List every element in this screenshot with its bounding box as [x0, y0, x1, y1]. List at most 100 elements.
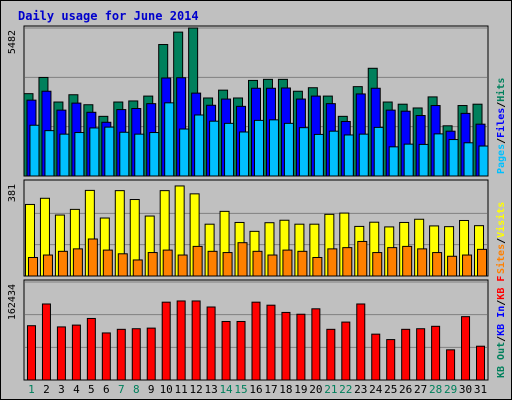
- bar-pages-day-28: [433, 133, 444, 177]
- x-tick-label-day-26: 26: [399, 383, 412, 396]
- x-tick-label-day-14: 14: [219, 383, 233, 396]
- legend-item--: /: [496, 238, 507, 244]
- bar-pages-day-11: [179, 128, 190, 177]
- bar-pages-day-12: [194, 114, 205, 177]
- bar-sites-day-30: [462, 254, 473, 277]
- bar-sites-day-1: [27, 256, 38, 277]
- bar-kb-f-day-29: [446, 349, 456, 381]
- x-tick-label-day-6: 6: [103, 383, 110, 396]
- x-tick-label-day-22: 22: [339, 383, 352, 396]
- bar-kb-f-day-8: [131, 328, 141, 381]
- bar-sites-day-26: [402, 245, 413, 277]
- bar-kb-f-day-23: [356, 303, 366, 381]
- x-tick-label-day-8: 8: [133, 383, 140, 396]
- bar-pages-day-5: [89, 127, 100, 177]
- bar-kb-f-day-17: [266, 304, 276, 381]
- bar-sites-day-16: [252, 250, 263, 277]
- x-tick-label-day-20: 20: [309, 383, 322, 396]
- bar-kb-f-day-31: [476, 345, 486, 381]
- bar-kb-f-day-24: [371, 333, 381, 381]
- bar-pages-day-27: [418, 143, 429, 177]
- x-tick-label-day-28: 28: [429, 383, 442, 396]
- bar-pages-day-20: [313, 133, 324, 177]
- bar-sites-day-21: [327, 248, 338, 277]
- bar-pages-day-14: [224, 122, 235, 177]
- bar-sites-day-27: [417, 248, 428, 277]
- x-tick-label-day-31: 31: [474, 383, 487, 396]
- bar-kb-f-day-26: [401, 328, 411, 381]
- bar-sites-day-15: [237, 242, 248, 277]
- x-tick-label-day-18: 18: [279, 383, 292, 396]
- bar-pages-day-2: [44, 130, 55, 177]
- bar-pages-day-8: [134, 133, 145, 177]
- bar-kb-f-day-20: [311, 308, 321, 381]
- legend-item--: /: [496, 138, 507, 144]
- x-tick-label-day-24: 24: [369, 383, 383, 396]
- panel-visits-sites-max-label: 381: [7, 184, 18, 202]
- bar-kb-f-day-14: [221, 320, 231, 381]
- bar-sites-day-20: [312, 256, 323, 277]
- bar-pages-day-16: [254, 119, 264, 177]
- bar-sites-day-8: [132, 259, 143, 277]
- bar-pages-day-3: [59, 133, 70, 177]
- bar-sites-day-23: [357, 240, 368, 277]
- legend-item-visits: Visits: [495, 202, 507, 238]
- x-tick-label-day-1: 1: [28, 383, 35, 396]
- bar-pages-day-19: [298, 127, 309, 177]
- bar-pages-day-29: [448, 139, 459, 177]
- bar-pages-day-18: [283, 122, 294, 177]
- bar-pages-day-25: [388, 146, 399, 177]
- bar-pages-day-7: [119, 131, 130, 177]
- bar-sites-day-25: [387, 247, 398, 277]
- bar-sites-day-7: [117, 253, 128, 277]
- bar-kb-f-day-2: [41, 303, 51, 381]
- bar-kb-f-day-25: [386, 339, 396, 381]
- legend-item-pages: Pages: [496, 144, 507, 174]
- bar-pages-day-17: [268, 119, 279, 177]
- bar-sites-day-4: [72, 248, 83, 277]
- bar-pages-day-4: [74, 132, 85, 177]
- x-tick-label-day-25: 25: [384, 383, 397, 396]
- bar-kb-f-day-9: [146, 327, 156, 381]
- bar-kb-f-day-4: [71, 324, 81, 381]
- bar-kb-f-day-12: [191, 300, 201, 381]
- bar-pages-day-21: [328, 130, 339, 177]
- bar-kb-f-day-21: [326, 328, 336, 381]
- bar-kb-f-day-1: [26, 325, 36, 381]
- bar-kb-f-day-28: [431, 325, 441, 381]
- bar-sites-day-12: [192, 245, 203, 277]
- bar-sites-day-3: [57, 250, 68, 277]
- bar-sites-day-11: [177, 254, 188, 277]
- x-tick-label-day-27: 27: [414, 383, 427, 396]
- panel-kb-legend: KB Out/KB In/KB F: [496, 276, 507, 378]
- bar-pages-day-9: [149, 132, 160, 177]
- bar-sites-day-17: [267, 254, 278, 277]
- bar-kb-f-day-30: [461, 316, 471, 381]
- bar-pages-day-23: [358, 133, 369, 177]
- bar-kb-f-day-19: [296, 313, 306, 381]
- bar-sites-day-6: [102, 249, 113, 277]
- bar-sites-day-19: [297, 250, 308, 277]
- bar-kb-f-day-22: [341, 321, 351, 381]
- legend-item--: /: [496, 300, 507, 306]
- bar-kb-f-day-11: [176, 300, 186, 381]
- legend-item-kb-out: KB Out: [496, 342, 507, 378]
- panel-hits-files-pages-legend: Pages/Files/Hits: [495, 78, 507, 174]
- chart-title: Daily usage for June 2014: [18, 9, 199, 23]
- bar-pages-day-13: [209, 120, 220, 177]
- x-tick-label-day-30: 30: [459, 383, 472, 396]
- bar-kb-f-day-3: [56, 326, 66, 381]
- bar-kb-f-day-5: [86, 317, 96, 381]
- bar-sites-day-2: [42, 254, 53, 277]
- bar-sites-day-22: [342, 247, 353, 277]
- bar-kb-f-day-18: [281, 311, 291, 381]
- bar-pages-day-30: [463, 142, 474, 177]
- bar-sites-day-18: [282, 249, 293, 277]
- bar-sites-day-10: [162, 249, 173, 277]
- bar-kb-f-day-13: [206, 306, 216, 381]
- x-tick-label-day-11: 11: [175, 383, 188, 396]
- bar-pages-day-31: [478, 145, 489, 177]
- bar-sites-day-14: [222, 252, 233, 277]
